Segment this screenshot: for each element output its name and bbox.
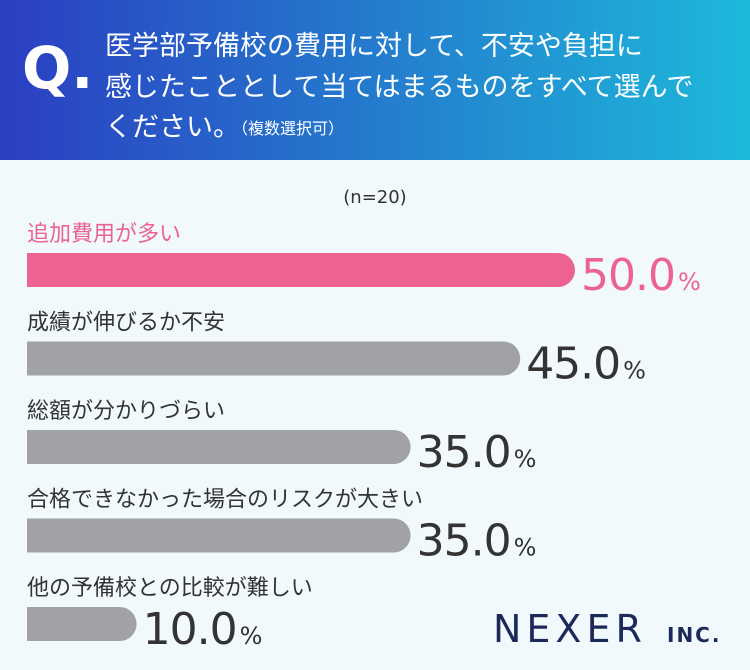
category-label: 総額が分かりづらい bbox=[27, 399, 225, 424]
bar-left-edge bbox=[27, 518, 44, 553]
value-label: 45.0% bbox=[526, 339, 645, 390]
bar bbox=[27, 253, 575, 287]
bar-left-edge bbox=[27, 430, 44, 464]
bar-left-edge bbox=[27, 607, 44, 641]
bar-left-edge bbox=[27, 253, 44, 287]
q-mark: Q. bbox=[22, 34, 93, 102]
bar bbox=[27, 518, 411, 553]
category-label: 追加費用が多い bbox=[27, 222, 181, 247]
logo: NEXER bbox=[493, 607, 647, 651]
category-label: 合格できなかった場合のリスクが大きい bbox=[27, 488, 423, 513]
value-label: 10.0% bbox=[143, 604, 262, 655]
bar bbox=[27, 607, 137, 641]
header bbox=[0, 0, 750, 160]
question-line: 医学部予備校の費用に対して、不安や負担に bbox=[105, 31, 643, 62]
category-label: 成績が伸びるか不安 bbox=[27, 311, 225, 336]
bar-left-edge bbox=[27, 341, 44, 376]
question-note: （複数選択可） bbox=[232, 119, 344, 138]
bar bbox=[27, 341, 521, 376]
bar bbox=[27, 430, 411, 464]
value-label: 35.0% bbox=[417, 516, 536, 567]
sample-size: (n=20) bbox=[343, 187, 406, 208]
logo-suffix: INC. bbox=[667, 623, 721, 647]
value-label: 50.0% bbox=[581, 250, 700, 301]
question-line: ください。 bbox=[105, 112, 240, 143]
category-label: 他の予備校との比較が難しい bbox=[27, 576, 313, 601]
value-label: 35.0% bbox=[417, 427, 536, 478]
question-line: 感じたこととして当てはまるものをすべて選んで bbox=[105, 72, 693, 103]
